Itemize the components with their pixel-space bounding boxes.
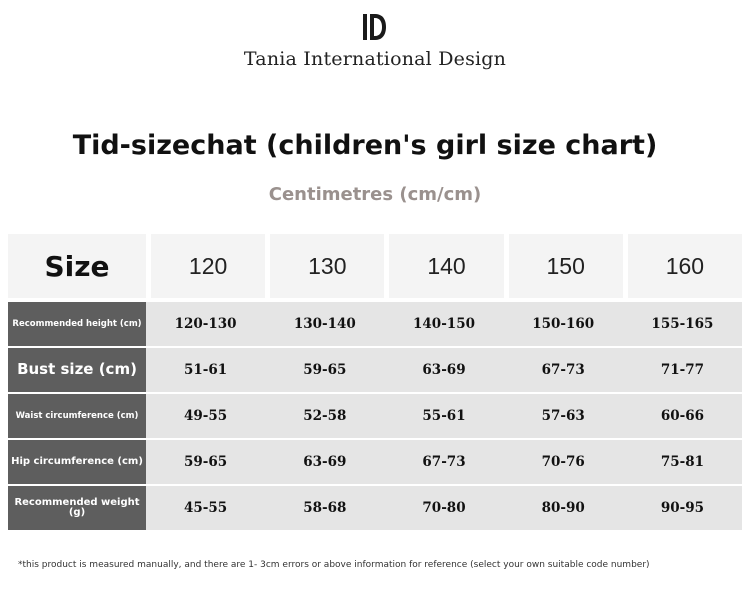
table-cell: 150-160	[532, 316, 595, 332]
measurement-footnote: *this product is measured manually, and …	[18, 560, 650, 570]
row-divider	[8, 392, 742, 393]
table-cell: 45-55	[184, 500, 228, 516]
table-cell: 140-150	[413, 316, 475, 332]
table-cell: 120-130	[174, 316, 237, 332]
table-cell: 55-61	[422, 408, 466, 424]
table-row-height: Recommended height (cm) 120-130 130-140 …	[8, 302, 742, 346]
table-cell: 70-80	[422, 500, 466, 516]
page-title: Tid-sizechat (children's girl size chart…	[72, 130, 658, 161]
row-values: 49-55 52-58 55-61 57-63 60-66	[146, 394, 742, 438]
table-cell: 80-90	[541, 500, 585, 516]
table-cell: 90-95	[660, 500, 704, 516]
table-cell: 70-76	[541, 454, 585, 470]
table-cell: 59-65	[184, 454, 228, 470]
table-cell: 60-66	[660, 408, 704, 424]
row-values: 120-130 130-140 140-150 150-160 155-165	[146, 302, 742, 346]
table-cell: 57-63	[541, 408, 585, 424]
row-label: Waist circumference (cm)	[8, 394, 146, 438]
table-cell: 67-73	[541, 362, 585, 378]
ti-monogram-logo-icon	[361, 12, 389, 42]
table-cell: 58-68	[303, 500, 347, 516]
unit-subtitle: Centimetres (cm/cm)	[268, 184, 482, 205]
size-header-cell: 150	[508, 234, 623, 298]
table-cell: 59-65	[303, 362, 347, 378]
row-divider	[8, 484, 742, 485]
row-divider	[8, 438, 742, 439]
table-cell: 52-58	[303, 408, 347, 424]
table-row-waist: Waist circumference (cm) 49-55 52-58 55-…	[8, 394, 742, 438]
size-header-cell: 140	[389, 234, 504, 298]
size-header-cell: 120	[151, 234, 266, 298]
table-cell: 49-55	[184, 408, 228, 424]
table-cell: 155-165	[651, 316, 714, 332]
table-row-weight: Recommended weight (g) 45-55 58-68 70-80…	[8, 486, 742, 530]
table-cell: 51-61	[184, 362, 228, 378]
table-cell: 63-69	[303, 454, 347, 470]
table-cell: 130-140	[293, 316, 356, 332]
size-header-label: Size	[8, 234, 146, 298]
row-label: Hip circumference (cm)	[8, 440, 146, 484]
row-label: Bust size (cm)	[8, 348, 146, 392]
row-divider	[8, 346, 742, 347]
table-cell: 63-69	[422, 362, 466, 378]
row-label: Recommended weight (g)	[8, 486, 146, 530]
brand-name: Tania International Design	[243, 48, 507, 70]
row-values: 59-65 63-69 67-73 70-76 75-81	[146, 440, 742, 484]
table-row-hip: Hip circumference (cm) 59-65 63-69 67-73…	[8, 440, 742, 484]
table-row-bust: Bust size (cm) 51-61 59-65 63-69 67-73 7…	[8, 348, 742, 392]
row-values: 45-55 58-68 70-80 80-90 90-95	[146, 486, 742, 530]
size-chart-table: Size 120 130 140 150 160 Recommended hei…	[8, 234, 743, 530]
table-cell: 75-81	[660, 454, 704, 470]
brand-header: Tania International Design	[0, 12, 750, 70]
size-header-cell: 130	[270, 234, 385, 298]
row-label: Recommended height (cm)	[8, 302, 146, 346]
size-header-cell: 160	[627, 234, 743, 298]
row-values: 51-61 59-65 63-69 67-73 71-77	[146, 348, 742, 392]
table-cell: 67-73	[422, 454, 466, 470]
size-header-row: Size 120 130 140 150 160	[8, 234, 743, 298]
table-cell: 71-77	[660, 362, 704, 378]
